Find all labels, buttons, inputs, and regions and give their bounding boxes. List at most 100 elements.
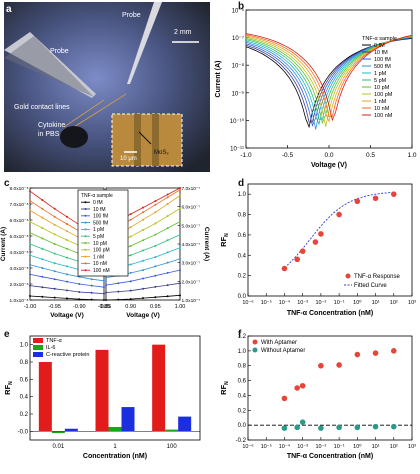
panel-c: c 1.0x10⁻⁸ 2.0x10⁻⁸ 3.0x10⁻⁸ 4.0x10⁻⁸ 5.0x10… bbox=[0, 176, 210, 326]
data-point-c-left bbox=[29, 263, 31, 266]
series-line-b bbox=[245, 33, 413, 122]
data-point-f bbox=[281, 395, 288, 402]
y-tick-label-e: 0.2 bbox=[20, 412, 29, 418]
data-point-c-left bbox=[29, 220, 31, 223]
y-tick-label-f: 0.0 bbox=[238, 423, 247, 429]
bar-e bbox=[165, 429, 179, 432]
data-point-c-right bbox=[129, 254, 132, 257]
legend-label-c: 100 nM bbox=[93, 268, 110, 274]
x-tick-label-f: 10⁻⁴ bbox=[279, 443, 291, 450]
data-point-c-left bbox=[53, 287, 56, 290]
data-point-f bbox=[354, 424, 361, 431]
data-point-c-left bbox=[90, 284, 93, 287]
data-point-c-right bbox=[142, 218, 144, 221]
legend-label-c: 1 nM bbox=[93, 254, 104, 260]
y-tick-label-b: 10⁻¹¹ bbox=[230, 147, 244, 153]
y-tick-label-e: 0.4 bbox=[20, 395, 29, 401]
data-point-c-right bbox=[117, 298, 120, 301]
data-point-c-right bbox=[154, 296, 157, 299]
legend-label-d-points: TNF-α Response bbox=[354, 274, 400, 280]
chart-f: 10⁻⁶ 10⁻⁵ 10⁻⁴ 10⁻³ 10⁻² 10⁻¹ 10⁰ 10¹ 10² 10³ -0.2… bbox=[219, 334, 416, 460]
data-point-c-right bbox=[179, 257, 181, 260]
legend-label-c: 10 nM bbox=[93, 261, 107, 267]
y-tick-label-b: 10⁻⁷ bbox=[232, 35, 244, 42]
y-tick-label-f: 1.0 bbox=[238, 349, 247, 355]
data-point-c-left bbox=[66, 215, 68, 218]
data-point-c-right bbox=[129, 218, 132, 221]
x-tick-label-d: 10⁻⁶ bbox=[242, 299, 253, 306]
legend-label-d-fit: Fitted Curve bbox=[354, 283, 387, 289]
legend-marker-c bbox=[84, 242, 87, 244]
y-tick-label-f: 1.2 bbox=[238, 334, 247, 340]
data-point-d bbox=[354, 198, 361, 205]
bar-e bbox=[121, 407, 135, 432]
data-point-c-right bbox=[142, 277, 144, 280]
series-line-b bbox=[245, 34, 413, 117]
y-tick-label-c-right: 5.0x10⁻⁷ bbox=[182, 223, 201, 229]
data-point-c-left bbox=[41, 295, 44, 298]
data-point-c-left bbox=[78, 283, 81, 285]
x-tick-label-b: -1.0 bbox=[240, 152, 252, 159]
data-point-c-right bbox=[129, 226, 132, 229]
data-point-c-left bbox=[41, 227, 44, 229]
right-probe bbox=[127, 2, 162, 84]
x-tick-label-d: 10⁻³ bbox=[297, 300, 308, 306]
chart-e: -0.0 0.2 0.4 0.6 0.8 1.0 0.01 1 100 Concentration… bbox=[3, 335, 201, 460]
data-point-c-left bbox=[29, 231, 31, 234]
legend-marker-c bbox=[84, 235, 87, 238]
data-point-f bbox=[336, 424, 342, 431]
y-tick-label-c-left: 3.0x10⁻⁸ bbox=[10, 266, 29, 272]
x-tick-label-f: 10¹ bbox=[372, 444, 380, 450]
x-tick-label-f: 10⁰ bbox=[353, 443, 362, 450]
data-point-c-left bbox=[29, 243, 31, 245]
data-point-c-left bbox=[66, 273, 68, 276]
data-point-c-left bbox=[41, 207, 44, 210]
x-axis-label-b: Voltage (V) bbox=[311, 162, 347, 169]
legend-label-c: 100 pM bbox=[93, 248, 110, 254]
x-tick-label-d: 10⁻² bbox=[315, 300, 326, 306]
scale-bar-label: 2 mm bbox=[174, 29, 192, 36]
data-point-c-left bbox=[29, 190, 31, 193]
data-point-c-left bbox=[66, 223, 68, 225]
x-tick-label-d: 10⁻⁵ bbox=[261, 299, 272, 306]
bar-e bbox=[95, 349, 109, 432]
y-tick-label-b: 10⁻⁶ bbox=[232, 8, 245, 15]
y-tick-label-c-right: 7.0x10⁻⁷ bbox=[182, 186, 201, 192]
data-point-c-right bbox=[129, 298, 132, 301]
data-point-c-right bbox=[129, 235, 132, 238]
y-tick-label-e: 0.8 bbox=[20, 360, 29, 366]
legend-label-b: 100 pM bbox=[374, 92, 393, 98]
data-point-c-left bbox=[41, 258, 44, 261]
y-tick-label-d: 0.6 bbox=[238, 233, 247, 239]
legend-title-c: TNF-α sample bbox=[81, 193, 113, 199]
data-point-c-right bbox=[142, 229, 144, 231]
data-point-f bbox=[294, 385, 300, 391]
data-point-c-right bbox=[129, 280, 132, 283]
data-point-c-right bbox=[154, 222, 157, 225]
data-point-c-right bbox=[105, 291, 107, 294]
y-tick-label-c-left: 1.0x10⁻⁸ bbox=[10, 298, 29, 304]
data-point-c-left bbox=[29, 295, 31, 297]
data-point-c-right bbox=[129, 271, 132, 274]
data-point-f bbox=[354, 351, 361, 358]
y-tick-label-c-right: 2.0x10⁻⁷ bbox=[182, 279, 201, 285]
chart-d: 10⁻⁶ 10⁻⁵ 10⁻⁴ 10⁻³ 10⁻² 10⁻¹ 10⁰ 10¹ 10² 10³ 0.0 0… bbox=[219, 183, 416, 317]
data-point-c-right bbox=[129, 213, 132, 216]
data-point-f bbox=[390, 423, 397, 430]
legend-label-c: 5 pM bbox=[93, 234, 104, 240]
data-point-c-right bbox=[154, 200, 157, 203]
probe-left-label: Probe bbox=[50, 48, 69, 55]
legend-label-b: 0 fM bbox=[374, 43, 385, 49]
data-point-c-left bbox=[53, 233, 56, 236]
data-point-c-right bbox=[166, 261, 169, 264]
y-tick-label-f: -0.2 bbox=[236, 438, 247, 444]
x-tick-label-d: 10¹ bbox=[372, 300, 380, 306]
data-point-d bbox=[299, 248, 306, 254]
data-point-c-right bbox=[142, 239, 144, 242]
data-point-f bbox=[281, 425, 288, 431]
panel-d-label: d bbox=[238, 178, 245, 189]
legend-label-b: 5 pM bbox=[374, 78, 387, 84]
data-point-c-left bbox=[53, 278, 56, 281]
panel-e: e -0.0 0.2 0.4 0.6 0.8 1.0 0.01 1 100 Concentrati… bbox=[0, 328, 210, 469]
y-tick-label-f: 0.2 bbox=[238, 408, 247, 414]
